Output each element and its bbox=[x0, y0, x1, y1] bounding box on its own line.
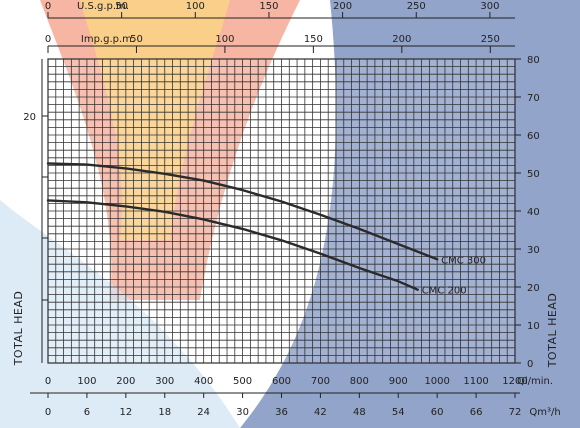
top2-tick-label-impgpm: 200 bbox=[392, 34, 411, 45]
top2-tick-label-impgpm: 150 bbox=[304, 34, 323, 45]
x-tick-label-lmin: 0 bbox=[45, 376, 51, 387]
x2-tick-label-m3h: 36 bbox=[275, 407, 288, 418]
series-line-cmc-200 bbox=[46, 199, 419, 291]
x-tick-label-lmin: 700 bbox=[311, 376, 330, 387]
right-axis-label: TOTAL HEAD bbox=[546, 293, 559, 369]
x-tick-label-lmin: 800 bbox=[350, 376, 369, 387]
x-tick-label-lmin: 300 bbox=[155, 376, 174, 387]
x-tick-label-lmin: 1000 bbox=[424, 376, 449, 387]
x2-tick-label-m3h: 12 bbox=[119, 407, 132, 418]
right-tick-label: 0 bbox=[527, 359, 533, 370]
series-label-cmc-300: CMC 300 bbox=[441, 255, 486, 266]
x2-tick-label-m3h: 72 bbox=[509, 407, 522, 418]
right-tick-label: 20 bbox=[527, 283, 540, 294]
right-tick-label: 70 bbox=[527, 93, 540, 104]
x2-tick-label-m3h: 42 bbox=[314, 407, 327, 418]
x2-tick-label-m3h: 30 bbox=[236, 407, 249, 418]
top-tick-label-usgpm: 0 bbox=[45, 1, 51, 12]
top2-tick-label-impgpm: 100 bbox=[215, 34, 234, 45]
top2-tick-label-impgpm: 250 bbox=[481, 34, 500, 45]
labels: CMC 300 CMC 200 Ql/min. Qm³/h U.S.g.p.m. Imp.… bbox=[12, 1, 561, 418]
x-tick-label-lmin: 400 bbox=[194, 376, 213, 387]
x2-tick-label-m3h: 18 bbox=[158, 407, 171, 418]
x-tick-label-lmin: 100 bbox=[77, 376, 96, 387]
left-tick-label: 20 bbox=[23, 112, 36, 123]
top-axis-label-usgpm: U.S.g.p.m. bbox=[77, 1, 129, 12]
x2-tick-label-m3h: 0 bbox=[45, 407, 51, 418]
x2-tick-label-m3h: 48 bbox=[353, 407, 366, 418]
top-tick-label-usgpm: 100 bbox=[186, 1, 205, 12]
x-tick-label-lmin: 500 bbox=[233, 376, 252, 387]
top-axis-label-impgpm: Imp.g.p.m. bbox=[81, 34, 135, 45]
top-tick-label-usgpm: 150 bbox=[259, 1, 278, 12]
x-tick-label-lmin: 1200 bbox=[502, 376, 527, 387]
x2-tick-label-m3h: 54 bbox=[392, 407, 405, 418]
right-tick-label: 50 bbox=[527, 169, 540, 180]
top-tick-label-usgpm: 300 bbox=[480, 1, 499, 12]
x-axis-label-m3h: Qm³/h bbox=[529, 407, 560, 418]
top-tick-label-usgpm: 200 bbox=[333, 1, 352, 12]
right-tick-label: 40 bbox=[527, 207, 540, 218]
series-label-cmc-200: CMC 200 bbox=[422, 286, 467, 297]
x-tick-label-lmin: 900 bbox=[389, 376, 408, 387]
x-tick-label-lmin: 1100 bbox=[463, 376, 488, 387]
series-line-cmc-300 bbox=[46, 162, 439, 261]
top-tick-label-usgpm: 250 bbox=[407, 1, 426, 12]
grid bbox=[30, 17, 520, 394]
background-swirl-blue bbox=[240, 0, 580, 428]
curves bbox=[46, 162, 439, 291]
right-tick-label: 30 bbox=[527, 245, 540, 256]
top2-tick-label-impgpm: 50 bbox=[130, 34, 143, 45]
right-tick-label: 80 bbox=[527, 55, 540, 66]
x-tick-label-lmin: 600 bbox=[272, 376, 291, 387]
top-tick-label-usgpm: 50 bbox=[115, 1, 128, 12]
left-axis-label: TOTAL HEAD bbox=[12, 291, 25, 367]
x2-tick-label-m3h: 66 bbox=[470, 407, 483, 418]
top2-tick-label-impgpm: 0 bbox=[45, 34, 51, 45]
x-axis-label-lmin: Ql/min. bbox=[517, 376, 553, 387]
right-tick-label: 60 bbox=[527, 131, 540, 142]
x2-tick-label-m3h: 6 bbox=[84, 407, 90, 418]
right-tick-label: 10 bbox=[527, 321, 540, 332]
x-tick-label-lmin: 200 bbox=[116, 376, 135, 387]
ticks: 0 100 200 300 400 500 600 700 800 900 1000 1100 1200… bbox=[23, 1, 539, 418]
x2-tick-label-m3h: 24 bbox=[197, 407, 210, 418]
x2-tick-label-m3h: 60 bbox=[431, 407, 444, 418]
